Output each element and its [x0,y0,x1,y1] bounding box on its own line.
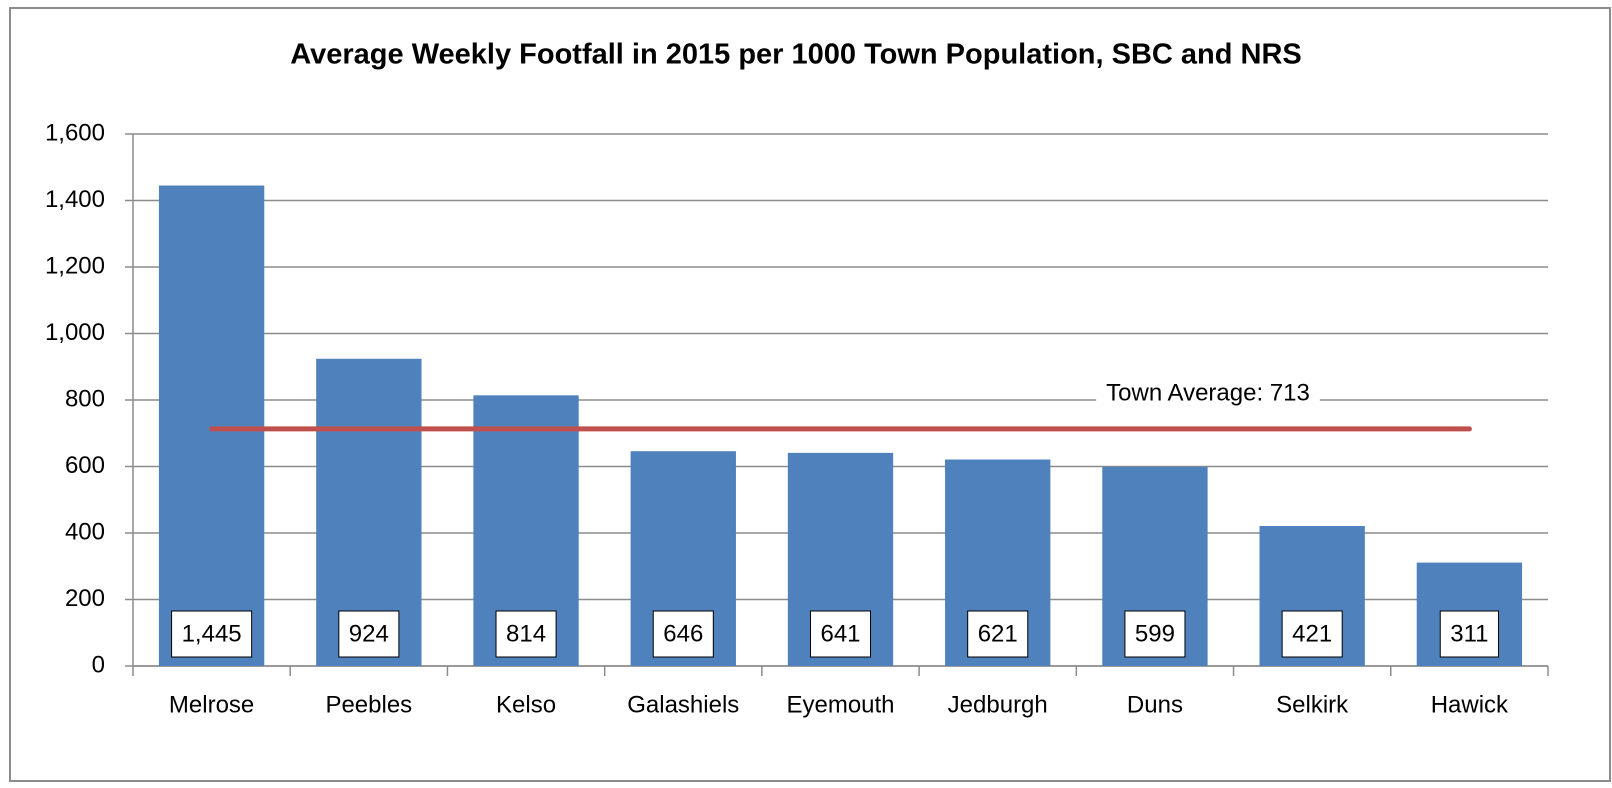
data-label: 421 [1292,620,1332,647]
bar [158,185,265,666]
data-label-box [171,610,253,658]
y-tick-label: 800 [65,385,105,412]
data-label-box [1439,610,1500,658]
x-tick-label: Eyemouth [786,691,894,718]
y-tick-label: 200 [65,585,105,612]
y-tick-label: 1,000 [45,319,105,346]
data-label-box [495,610,557,658]
data-label: 1,445 [182,620,242,647]
y-tick-label: 1,600 [45,119,105,146]
x-tick-label: Melrose [169,691,254,718]
data-label: 924 [349,620,389,647]
data-label-box [652,610,714,658]
average-label-bg [1096,377,1320,409]
x-tick-label: Jedburgh [948,691,1048,718]
x-tick-label: Hawick [1431,691,1509,718]
y-tick-label: 400 [65,518,105,545]
x-tick-label: Kelso [496,691,556,718]
data-label: 641 [820,620,860,647]
x-tick-label: Duns [1127,691,1183,718]
data-label: 646 [663,620,703,647]
data-label-box [1281,610,1343,658]
y-tick-label: 1,400 [45,186,105,213]
data-label: 814 [506,620,546,647]
x-tick-label: Selkirk [1276,691,1349,718]
x-tick-label: Galashiels [627,691,739,718]
data-label: 599 [1135,620,1175,647]
data-label-box [1124,610,1186,658]
y-tick-label: 1,200 [45,252,105,279]
data-label: 621 [978,620,1018,647]
average-label: Town Average: 713 [1106,379,1310,406]
data-label-box [967,610,1029,658]
data-label-box [338,610,400,658]
data-label-box [809,610,872,658]
data-label: 311 [1450,620,1488,647]
x-tick-label: Peebles [325,691,412,718]
chart-title: Average Weekly Footfall in 2015 per 1000… [290,39,1302,71]
y-tick-label: 0 [92,651,105,678]
y-tick-label: 600 [65,452,105,479]
